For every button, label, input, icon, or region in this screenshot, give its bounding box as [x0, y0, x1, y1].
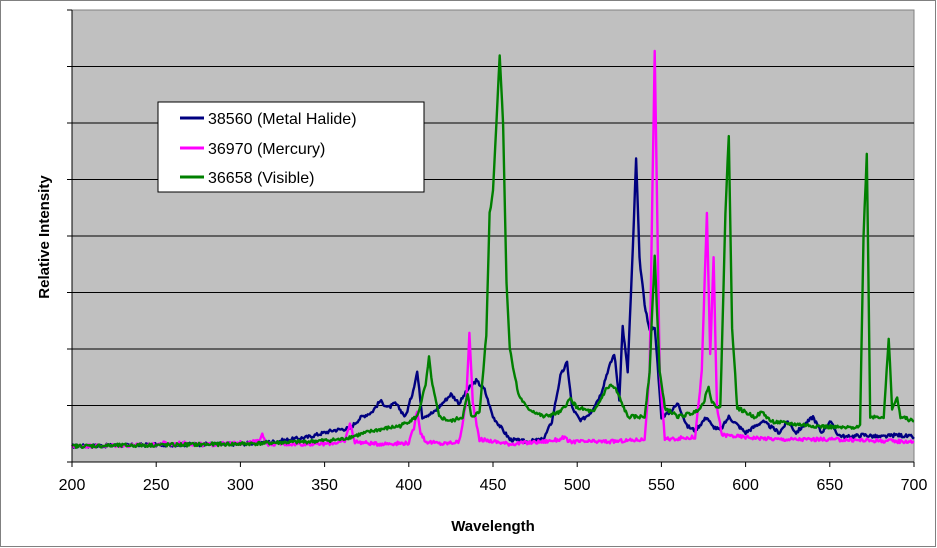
x-tick-label-300: 300 [227, 477, 254, 494]
x-tick-labels: 200 250 300 350 400 450 500 550 600 650 700 [59, 477, 928, 494]
legend: 38560 (Metal Halide) 36970 (Mercury) 366… [157, 101, 425, 193]
axes [67, 9, 915, 467]
legend-label-mercury: 36970 (Mercury) [208, 141, 325, 158]
y-axis-title: Relative Intensity [36, 175, 53, 299]
x-tick-label-600: 600 [732, 477, 759, 494]
x-tick-label-700: 700 [901, 477, 928, 494]
legend-label-metal-halide: 38560 (Metal Halide) [208, 111, 357, 128]
x-tick-label-400: 400 [395, 477, 422, 494]
legend-label-visible: 36658 (Visible) [208, 170, 314, 187]
x-axis-title: Wavelength [451, 518, 535, 535]
x-tick-label-200: 200 [59, 477, 86, 494]
series-layer [70, 49, 915, 449]
x-tick-label-650: 650 [816, 477, 843, 494]
x-tick-label-450: 450 [480, 477, 507, 494]
x-tick-label-250: 250 [143, 477, 170, 494]
x-tick-label-350: 350 [311, 477, 338, 494]
x-tick-label-550: 550 [648, 477, 675, 494]
x-tick-label-500: 500 [564, 477, 591, 494]
series-line-2 [71, 54, 915, 449]
